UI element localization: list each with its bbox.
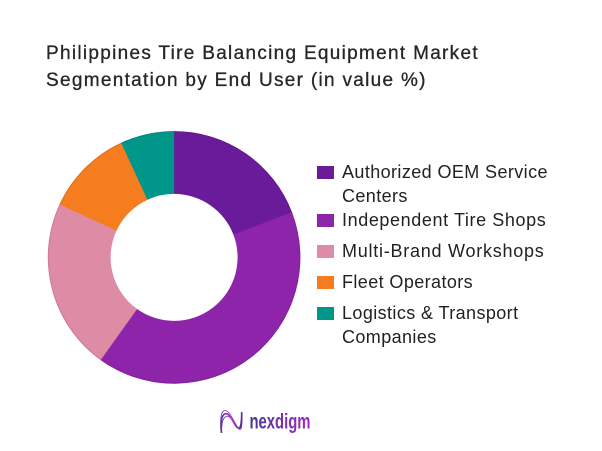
- svg-text:nexdigm: nexdigm: [250, 410, 311, 433]
